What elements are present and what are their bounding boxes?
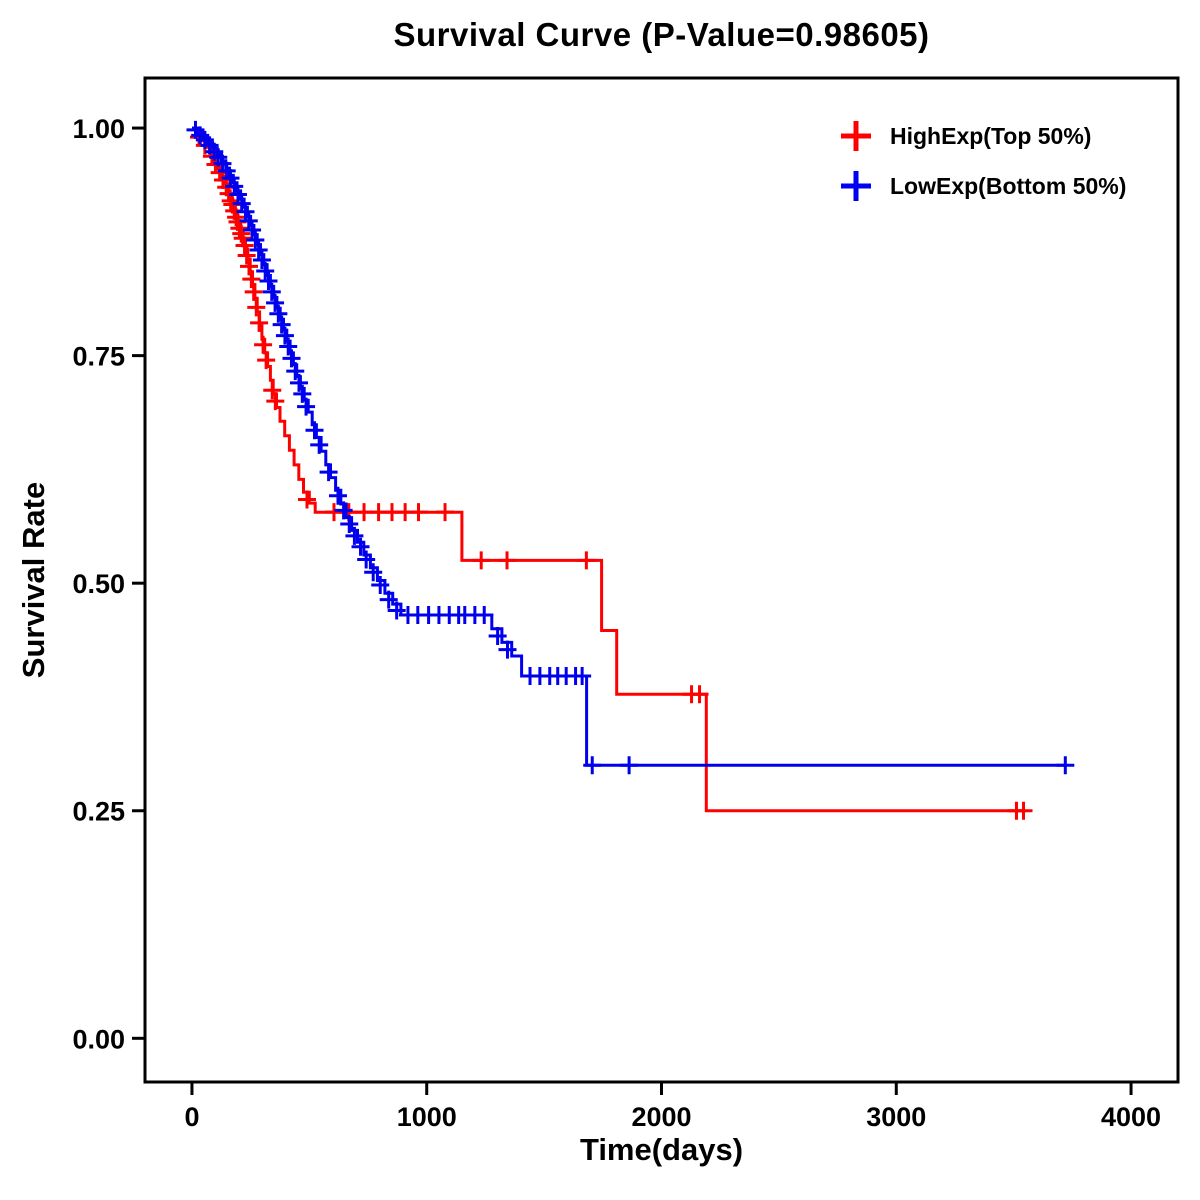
censor-mark-highexp bbox=[690, 685, 709, 704]
survival-curve-highexp bbox=[192, 126, 1026, 813]
censor-mark-highexp bbox=[237, 246, 256, 265]
censor-mark-lowexp bbox=[379, 590, 398, 609]
legend-item-lowexp: LowExp(Bottom 50%) bbox=[838, 168, 1126, 204]
censor-mark-lowexp bbox=[228, 185, 247, 204]
censor-mark-lowexp bbox=[266, 293, 285, 312]
censor-mark-lowexp bbox=[232, 194, 251, 213]
x-tick-label: 2000 bbox=[631, 1102, 691, 1132]
censor-mark-lowexp bbox=[387, 601, 406, 620]
censor-mark-highexp bbox=[577, 551, 596, 570]
censor-mark-lowexp bbox=[305, 421, 324, 440]
censor-mark-lowexp bbox=[328, 486, 347, 505]
x-tick-label: 4000 bbox=[1101, 1102, 1161, 1132]
censor-mark-lowexp bbox=[252, 251, 271, 270]
legend-item-highexp: HighExp(Top 50%) bbox=[838, 118, 1126, 154]
censor-mark-highexp bbox=[1014, 801, 1033, 820]
censor-mark-highexp bbox=[498, 551, 517, 570]
y-tick-label: 0.00 bbox=[72, 1024, 125, 1054]
y-axis-label: Survival Rate bbox=[16, 481, 51, 679]
censor-mark-lowexp bbox=[279, 337, 298, 356]
censor-mark-highexp bbox=[409, 503, 428, 522]
censor-mark-lowexp bbox=[272, 315, 291, 334]
censor-mark-lowexp bbox=[290, 373, 309, 392]
censor-mark-lowexp bbox=[282, 349, 301, 368]
censor-mark-highexp bbox=[257, 351, 276, 370]
y-tick-label: 0.75 bbox=[72, 342, 125, 372]
censor-mark-lowexp bbox=[239, 211, 258, 230]
survival-curve-lowexp bbox=[192, 126, 1066, 767]
censor-mark-lowexp bbox=[573, 667, 592, 686]
censor-mark-highexp bbox=[263, 381, 282, 400]
censor-mark-lowexp bbox=[246, 231, 265, 250]
censor-mark-lowexp bbox=[275, 326, 294, 345]
censor-mark-highexp bbox=[250, 313, 269, 332]
censor-mark-lowexp bbox=[488, 626, 507, 645]
censor-mark-lowexp bbox=[286, 362, 305, 381]
censor-mark-highexp bbox=[472, 551, 491, 570]
highexp-plus-icon bbox=[841, 121, 871, 151]
censor-mark-lowexp bbox=[340, 515, 359, 534]
chart-title: Survival Curve (P-Value=0.98605) bbox=[393, 16, 930, 53]
censor-mark-lowexp bbox=[334, 501, 353, 520]
x-axis-label: Time(days) bbox=[579, 1132, 744, 1167]
censor-mark-lowexp bbox=[262, 282, 281, 301]
censor-mark-lowexp bbox=[310, 435, 329, 454]
censor-mark-highexp bbox=[240, 257, 259, 276]
censor-mark-lowexp bbox=[364, 563, 383, 582]
x-tick-label: 1000 bbox=[397, 1102, 457, 1132]
censor-mark-lowexp bbox=[583, 756, 602, 775]
censor-mark-lowexp bbox=[1056, 756, 1075, 775]
censor-mark-lowexp bbox=[498, 640, 517, 659]
censor-mark-lowexp bbox=[293, 384, 312, 403]
legend-label-highexp: HighExp(Top 50%) bbox=[890, 122, 1092, 149]
censor-mark-lowexp bbox=[249, 241, 268, 260]
censor-mark-lowexp bbox=[345, 526, 364, 545]
x-tick-label: 3000 bbox=[866, 1102, 926, 1132]
y-tick-label: 0.50 bbox=[72, 569, 125, 599]
panel-border bbox=[143, 76, 1180, 1084]
censor-mark-lowexp bbox=[351, 537, 370, 556]
legend: HighExp(Top 50%) LowExp(Bottom 50%) bbox=[838, 118, 1126, 204]
censor-mark-lowexp bbox=[259, 271, 278, 290]
censor-mark-lowexp bbox=[371, 576, 390, 595]
censor-mark-lowexp bbox=[620, 756, 639, 775]
censor-mark-highexp bbox=[297, 490, 316, 509]
censor-mark-highexp bbox=[436, 503, 455, 522]
censor-mark-lowexp bbox=[236, 202, 255, 221]
censor-mark-lowexp bbox=[221, 169, 240, 188]
legend-label-lowexp: LowExp(Bottom 50%) bbox=[890, 172, 1127, 199]
y-tick-label: 0.25 bbox=[72, 797, 125, 827]
censor-mark-highexp bbox=[247, 298, 266, 317]
censor-mark-highexp bbox=[254, 335, 273, 354]
y-tick-label: 1.00 bbox=[72, 114, 125, 144]
lowexp-plus-icon bbox=[841, 171, 871, 201]
censor-mark-highexp bbox=[235, 236, 254, 255]
censor-mark-lowexp bbox=[225, 177, 244, 196]
censor-mark-lowexp bbox=[297, 397, 316, 416]
censor-mark-highexp bbox=[244, 282, 263, 301]
censor-mark-lowexp bbox=[256, 261, 275, 280]
censor-mark-highexp bbox=[242, 270, 261, 289]
censor-mark-lowexp bbox=[475, 606, 494, 625]
censor-mark-lowexp bbox=[357, 550, 376, 569]
censor-mark-lowexp bbox=[269, 304, 288, 323]
censor-mark-lowexp bbox=[319, 463, 338, 482]
x-tick-label: 0 bbox=[184, 1102, 199, 1132]
censor-mark-lowexp bbox=[243, 221, 262, 240]
censor-mark-highexp bbox=[266, 392, 285, 411]
